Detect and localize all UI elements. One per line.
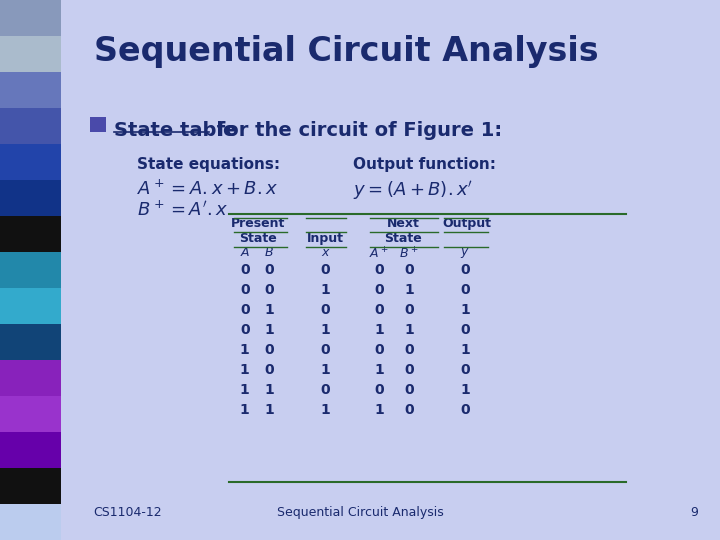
Text: 0: 0 [320, 343, 330, 357]
Text: State table: State table [114, 122, 236, 140]
Text: 0: 0 [460, 323, 470, 337]
Text: 1: 1 [460, 343, 470, 357]
Text: 1: 1 [460, 303, 470, 317]
Text: 0: 0 [404, 263, 414, 277]
Text: 1: 1 [460, 383, 470, 397]
Text: 0: 0 [264, 363, 274, 377]
Text: 0: 0 [460, 403, 470, 417]
Text: Next: Next [387, 217, 420, 230]
Text: 0: 0 [460, 363, 470, 377]
Text: 0: 0 [264, 343, 274, 357]
Text: 1: 1 [374, 363, 384, 377]
Text: 0: 0 [374, 263, 384, 277]
Text: 1: 1 [320, 323, 330, 337]
Text: 0: 0 [240, 283, 250, 297]
Text: 0: 0 [374, 283, 384, 297]
Text: 0: 0 [320, 303, 330, 317]
Text: 1: 1 [264, 303, 274, 317]
Text: 0: 0 [404, 383, 414, 397]
Text: 1: 1 [374, 403, 384, 417]
Text: 1: 1 [240, 343, 250, 357]
Text: CS1104-12: CS1104-12 [94, 507, 162, 519]
Text: 0: 0 [404, 403, 414, 417]
Text: State: State [384, 232, 422, 245]
Text: $B$: $B$ [264, 246, 274, 259]
Text: 0: 0 [374, 343, 384, 357]
Text: 1: 1 [240, 403, 250, 417]
Text: 1: 1 [264, 383, 274, 397]
Text: 0: 0 [460, 283, 470, 297]
Text: $B^+= A'.x$: $B^+= A'.x$ [137, 201, 228, 220]
Text: $B^+$: $B^+$ [399, 246, 419, 261]
Text: Output function:: Output function: [353, 157, 496, 172]
Text: for the circuit of Figure 1:: for the circuit of Figure 1: [210, 122, 502, 140]
Text: 1: 1 [264, 323, 274, 337]
Text: 1: 1 [320, 363, 330, 377]
Text: Sequential Circuit Analysis: Sequential Circuit Analysis [276, 507, 444, 519]
Text: $A^+$: $A^+$ [369, 246, 390, 261]
Text: Output: Output [442, 217, 491, 230]
Text: 0: 0 [240, 263, 250, 277]
Text: 1: 1 [320, 403, 330, 417]
Text: 0: 0 [460, 263, 470, 277]
Text: 1: 1 [374, 323, 384, 337]
Text: $A$: $A$ [240, 246, 250, 259]
Text: 0: 0 [374, 383, 384, 397]
Text: State equations:: State equations: [137, 157, 280, 172]
Text: 1: 1 [404, 323, 414, 337]
Text: $y = (A + B).x'$: $y = (A + B).x'$ [353, 179, 473, 202]
Text: 0: 0 [240, 323, 250, 337]
Text: 1: 1 [404, 283, 414, 297]
Text: Present: Present [230, 217, 285, 230]
Text: 0: 0 [374, 303, 384, 317]
Text: $x$: $x$ [320, 246, 330, 259]
Text: 1: 1 [264, 403, 274, 417]
Text: 1: 1 [240, 363, 250, 377]
Text: 1: 1 [240, 383, 250, 397]
Text: 0: 0 [320, 383, 330, 397]
Text: Sequential Circuit Analysis: Sequential Circuit Analysis [94, 35, 598, 68]
Text: 0: 0 [404, 343, 414, 357]
Text: Input: Input [307, 232, 344, 245]
Text: 0: 0 [404, 303, 414, 317]
Text: 0: 0 [320, 263, 330, 277]
Text: 0: 0 [404, 363, 414, 377]
Text: $A^+= A.x + B.x$: $A^+= A.x + B.x$ [137, 179, 278, 199]
Text: State: State [239, 232, 276, 245]
Text: $y$: $y$ [460, 246, 470, 260]
Text: 0: 0 [240, 303, 250, 317]
Text: 0: 0 [264, 283, 274, 297]
Text: 1: 1 [320, 283, 330, 297]
Text: 0: 0 [264, 263, 274, 277]
Text: 9: 9 [690, 507, 698, 519]
